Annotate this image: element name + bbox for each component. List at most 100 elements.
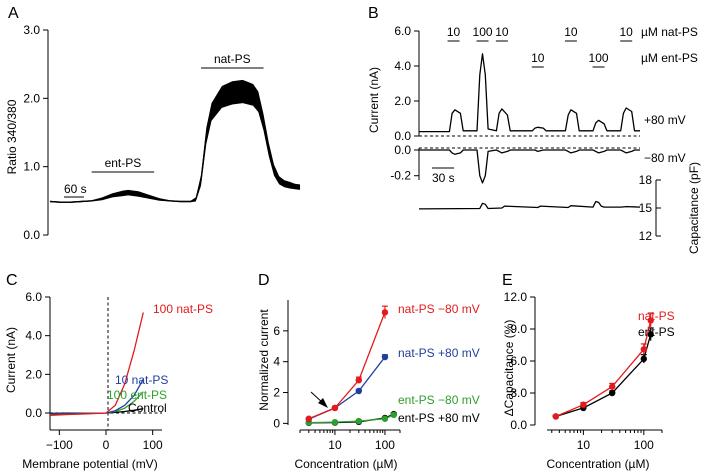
panel-b-ylabel: Current (nA)	[367, 67, 381, 133]
panel-b-upper-voltage: +80 mV	[644, 113, 686, 127]
panel-d-point	[331, 404, 339, 412]
panel-b-nat-app-label: 10	[620, 25, 634, 39]
panel-c-legend-black: Control	[128, 401, 167, 415]
panel-letter-b: B	[368, 5, 379, 22]
panel-b-ytick-label: 0.0	[394, 143, 411, 157]
panel-a-scale-label: 60 s	[64, 182, 87, 196]
panel-a-ytick-label: 3.0	[23, 23, 40, 37]
panel-b-ytick-label: -0.2	[390, 169, 411, 183]
panel-d-ylabel: Normalized current	[257, 309, 271, 411]
panel-c-xtick-label: 100	[143, 438, 163, 452]
panel-e-series-line	[555, 320, 652, 418]
panel-b-ytick-label: 4.0	[394, 59, 411, 73]
panel-d-ytick-label: 0	[273, 416, 280, 430]
panel-d-ytick-label: 4	[273, 355, 280, 369]
panel-e-xlabel: Concentration (µM)	[547, 457, 650, 471]
panel-b-ent-app-label: 10	[531, 51, 545, 65]
panel-b-lower-voltage: −80 mV	[644, 151, 686, 165]
panel-b-scale-label: 30 s	[432, 171, 455, 185]
panel-d-point	[305, 415, 313, 422]
panel-b-nat-app-label: 10	[564, 25, 578, 39]
panel-b-ent-row-label: µM ent-PS	[641, 51, 698, 65]
panel-e-point	[580, 401, 587, 408]
panel-letter-a: A	[8, 5, 19, 22]
panel-b-nat-app-label: 100	[473, 25, 493, 39]
panel-e-point	[647, 331, 654, 338]
panel-c-legend-red: 100 nat-PS	[153, 302, 213, 316]
panel-e-point	[609, 389, 616, 397]
panel-e-point	[647, 317, 654, 324]
panel-e-point	[609, 383, 616, 390]
panel-e-ytick-label: 0.0	[510, 418, 527, 432]
panel-d-point	[381, 353, 389, 361]
panel-e-point	[552, 413, 560, 420]
panel-c-xtick-label: −100	[46, 438, 73, 452]
panel-c-ytick-label: 4.0	[25, 329, 42, 343]
panel-a-ytick-label: 1.0	[23, 160, 40, 174]
panel-e: ΔCapacitance (%) Concentration (µM) 0.0 3…	[502, 290, 675, 471]
panel-e-ytick-label: 3.0	[510, 386, 527, 400]
panel-c-xlabel: Membrane potential (mV)	[22, 457, 157, 471]
panel-d-ytick-label: 2	[273, 386, 280, 400]
panel-e-point	[640, 355, 648, 363]
panel-e-ytick-label: 9.0	[510, 322, 527, 336]
panel-d-xlabel: Concentration (µM)	[295, 457, 398, 471]
panel-b-ytick-label: 2.0	[394, 94, 411, 108]
panel-b-capacitance-trace	[418, 200, 641, 210]
panel-e-ytick-label: 12.0	[504, 290, 528, 304]
panel-c-series-line	[49, 378, 144, 415]
panel-letter-c: C	[6, 272, 18, 289]
panel-b-cap-tick-label: 18	[639, 173, 653, 187]
panel-c-ylabel: Current (nA)	[4, 327, 18, 393]
panel-b-nat-row-label: µM nat-PS	[641, 25, 698, 39]
panel-d-series-line	[308, 356, 386, 420]
panel-c-xtick-label: 0	[103, 438, 110, 452]
panel-d-legend-blue: nat-PS +80 mV	[398, 346, 480, 360]
panel-e-ytick-label: 6.0	[510, 354, 527, 368]
panel-c-legend-blue: 10 nat-PS	[115, 373, 168, 387]
panel-d-ytick-label: 6	[273, 324, 280, 338]
panel-e-series-line	[555, 334, 652, 418]
panel-e-legend-black: ent-PS	[638, 325, 675, 339]
panel-a: Ratio 340/380 0.01.02.03.0 ent-PSnat-PS …	[5, 23, 301, 242]
panel-d-series-line	[308, 414, 395, 424]
panel-c: Current (nA) Membrane potential (mV) 0.0…	[4, 290, 213, 471]
panel-b-upper-trace	[419, 53, 640, 133]
panel-c-ytick-label: 0.0	[25, 406, 42, 420]
panel-a-ytick-label: 2.0	[23, 91, 40, 105]
panel-d: Normalized current Concentration (µM) 0 2…	[257, 300, 480, 471]
panel-d-legend-black: ent-PS +80 mV	[398, 411, 480, 425]
panel-d-arrowhead	[318, 398, 328, 408]
panel-d-point	[381, 309, 389, 316]
panel-d-xtick-label: 10	[328, 438, 342, 452]
panel-letter-e: E	[502, 272, 513, 289]
panel-b: Current (nA) 0.02.04.06.00.0-0.2 +80 mV …	[367, 24, 701, 254]
panel-c-legend-green: 100 ent-PS	[107, 388, 167, 402]
panel-b-cap-label: Capacitance (pF)	[687, 162, 701, 254]
panel-e-point	[640, 346, 648, 353]
panel-a-bar-label: nat-PS	[214, 52, 251, 66]
panel-e-xtick-label: 10	[577, 438, 591, 452]
panel-e-xtick-label: 100	[634, 438, 654, 452]
panel-c-ytick-label: 6.0	[25, 290, 42, 304]
panel-b-nat-app-label: 10	[447, 25, 461, 39]
panel-d-point	[355, 376, 363, 384]
panel-a-ytick-label: 0.0	[23, 228, 40, 242]
panel-e-ylabel: ΔCapacitance (%)	[502, 320, 516, 417]
panel-d-point	[355, 387, 363, 395]
panel-b-ytick-label: 0.0	[394, 129, 411, 143]
panel-a-mean-trace	[49, 90, 301, 203]
panel-d-point	[381, 415, 389, 422]
panel-b-lower-trace	[419, 149, 640, 184]
panel-e-legend-red: nat-PS	[638, 309, 675, 323]
panel-d-legend-red: nat-PS −80 mV	[398, 302, 480, 316]
panel-b-nat-app-label: 10	[495, 25, 509, 39]
panel-a-bar-label: ent-PS	[105, 156, 142, 170]
panel-b-cap-tick-label: 12	[639, 229, 653, 243]
panel-b-ent-app-label: 100	[589, 51, 609, 65]
panel-d-point	[331, 418, 339, 426]
panel-b-ytick-label: 6.0	[394, 24, 411, 38]
panel-d-series-line	[308, 312, 386, 420]
panel-d-point	[390, 411, 397, 419]
